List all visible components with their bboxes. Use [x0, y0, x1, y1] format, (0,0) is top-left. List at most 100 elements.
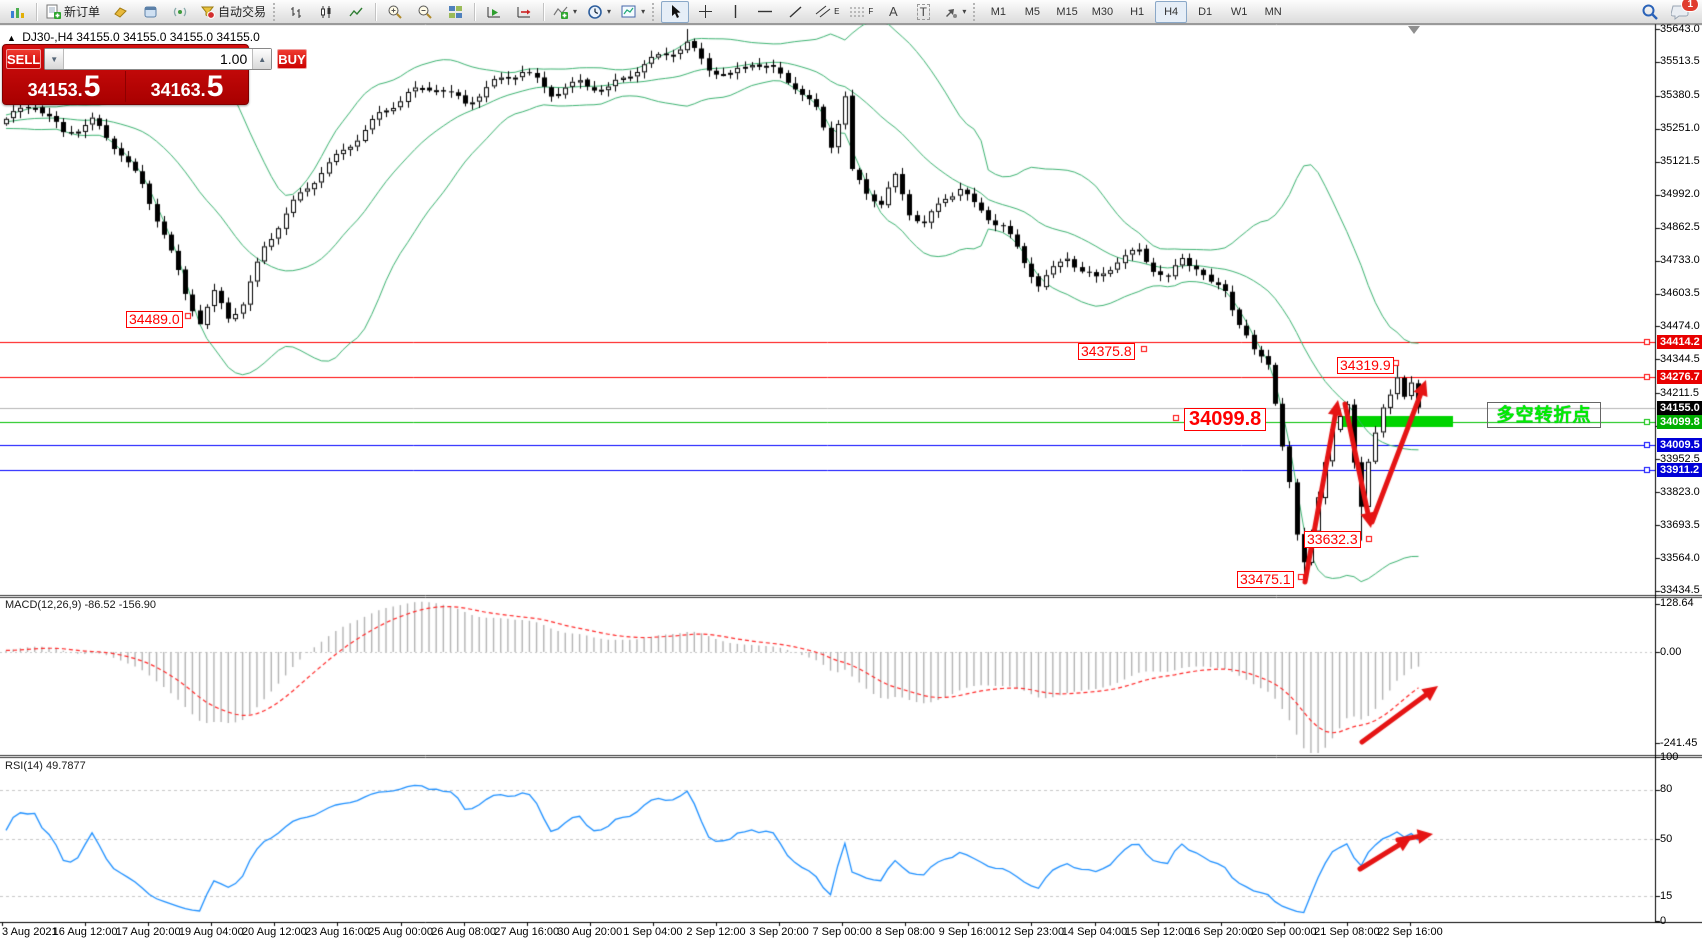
sell-button[interactable]: SELL: [6, 49, 42, 69]
volume-decrease-button[interactable]: ▼: [45, 49, 65, 69]
time-axis-label: 15 Sep 12:00: [1124, 926, 1191, 938]
macd-label: MACD(12,26,9) -86.52 -156.90: [5, 599, 157, 611]
price-axis-badge: 34276.7: [1657, 369, 1702, 384]
time-axis-label: 2 Sep 12:00: [686, 926, 746, 938]
line-chart-icon[interactable]: [342, 1, 370, 23]
time-axis-label: 27 Aug 16:00: [494, 926, 560, 938]
price-axis-tick: 35251.0: [1660, 122, 1700, 135]
time-axis-label: 12 Sep 23:00: [998, 926, 1065, 938]
price-annotation[interactable]: 33632.3: [1304, 531, 1361, 548]
periods-clock-icon[interactable]: ▾: [583, 1, 615, 23]
symbol-info-line: ▲ DJ30-,H4 34155.0 34155.0 34155.0 34155…: [7, 30, 260, 44]
price-axis-tick: 34862.5: [1660, 221, 1700, 234]
chevron-down-icon: ▾: [641, 7, 646, 16]
price-annotation[interactable]: 34375.8: [1078, 343, 1135, 360]
timeframe-button-d1[interactable]: D1: [1198, 5, 1213, 18]
price-annotation[interactable]: 34099.8: [1184, 408, 1267, 431]
timeframe-button-w1[interactable]: W1: [1230, 5, 1248, 18]
price-axis-badge: 34099.8: [1657, 414, 1702, 429]
separator: [543, 2, 545, 21]
symbol-collapse-icon[interactable]: ▲: [7, 33, 16, 43]
buy-button[interactable]: BUY: [277, 49, 307, 69]
candlestick-chart-icon[interactable]: [312, 1, 340, 23]
buy-price-main: 34163: [150, 80, 201, 100]
price-annotation[interactable]: 33475.1: [1237, 571, 1294, 588]
shapes-tool-icon[interactable]: ▾: [939, 1, 970, 23]
price-axis-badge: 34009.5: [1657, 437, 1702, 452]
signals-icon[interactable]: [166, 1, 194, 23]
price-axis-tick: 33564.0: [1660, 551, 1700, 564]
price-axis-tick: 33952.5: [1660, 452, 1700, 465]
timeframe-button-h1[interactable]: H1: [1130, 5, 1145, 18]
time-axis-label: 21 Sep 08:00: [1314, 926, 1380, 938]
volume-increase-button[interactable]: ▲: [252, 49, 272, 69]
price-annotation[interactable]: 34489.0: [126, 311, 183, 328]
zoom-out-icon[interactable]: [411, 1, 439, 23]
trendline-tool-icon[interactable]: [781, 1, 809, 23]
timeframe-button-m1[interactable]: M1: [990, 5, 1006, 18]
price-axis-tick: 33823.0: [1660, 485, 1700, 498]
zoom-in-icon[interactable]: [381, 1, 409, 23]
timeframe-button-m15[interactable]: M15: [1056, 5, 1078, 18]
text-label-tool-icon[interactable]: T: [909, 1, 937, 23]
time-axis-label: 16 Sep 20:00: [1187, 926, 1254, 938]
notifications-chat-icon[interactable]: 1: [1666, 0, 1699, 23]
bar-chart-icon[interactable]: [282, 1, 310, 23]
templates-icon[interactable]: ▾: [617, 1, 649, 23]
rsi-label: RSI(14) 49.7877: [5, 760, 86, 772]
data-window-icon[interactable]: [136, 1, 164, 23]
timeframe-button-m30[interactable]: M30: [1091, 5, 1114, 18]
timeframe-button-h4[interactable]: H4: [1155, 0, 1188, 23]
search-icon[interactable]: [1636, 1, 1664, 23]
volume-input[interactable]: [64, 49, 253, 69]
autotrading-button[interactable]: 自动交易: [196, 1, 270, 23]
price-axis-tick: 34603.5: [1660, 287, 1700, 300]
auto-scroll-icon[interactable]: [480, 1, 508, 23]
crosshair-tool-icon[interactable]: [691, 1, 719, 23]
chart-shift-icon[interactable]: [510, 1, 538, 23]
volume-stepper: ▼ ▲: [44, 48, 273, 70]
timeframe-button-m5[interactable]: M5: [1024, 5, 1040, 18]
text-tool-label: A: [888, 4, 898, 19]
fibonacci-tool-icon[interactable]: F: [845, 1, 877, 23]
indicators-icon[interactable]: ▾: [549, 1, 581, 23]
time-axis-label: 17 Aug 20:00: [115, 926, 181, 938]
time-axis-label: 9 Sep 16:00: [938, 926, 999, 938]
fibonacci-tool-label: F: [868, 7, 874, 16]
timeframe-button-mn[interactable]: MN: [1264, 5, 1282, 18]
time-axis-label: 3 Sep 20:00: [749, 926, 809, 938]
chevron-down-icon: ▾: [573, 7, 578, 16]
channel-tool-icon[interactable]: E: [811, 1, 843, 23]
time-axis-label: 26 Aug 08:00: [431, 926, 497, 938]
time-axis-label: 7 Sep 00:00: [812, 926, 872, 938]
label-tool-label: T: [916, 3, 930, 20]
horizontal-line-tool-icon[interactable]: [751, 1, 779, 23]
text-tool-icon[interactable]: A: [879, 1, 907, 23]
separator: [375, 2, 377, 21]
charts-icon[interactable]: [3, 1, 31, 23]
tile-windows-icon[interactable]: [441, 1, 469, 23]
price-axis-tick: 34474.0: [1660, 319, 1700, 332]
macd-axis-tick: 128.64: [1660, 597, 1694, 609]
buy-price[interactable]: 34163 . 5: [150, 70, 224, 103]
autotrading-icon: [200, 4, 215, 19]
buy-price-big-digit: 5: [206, 70, 224, 103]
market-depth-icon[interactable]: [106, 1, 134, 23]
macd-axis-tick: -241.45: [1660, 736, 1698, 749]
autotrading-label: 自动交易: [218, 5, 267, 19]
chevron-down-icon: ▾: [962, 7, 967, 16]
cursor-tool-icon[interactable]: [661, 0, 690, 23]
sell-price[interactable]: 34153 . 5: [3, 71, 126, 102]
new-order-button[interactable]: 新订单: [42, 1, 104, 23]
price-annotation[interactable]: 34319.9: [1337, 357, 1394, 374]
price-axis-tick: 34733.0: [1660, 254, 1700, 267]
chart-shift-marker[interactable]: [1408, 26, 1420, 34]
turning-point-label[interactable]: 多空转折点: [1487, 402, 1601, 428]
time-axis-label: 25 Aug 00:00: [368, 926, 433, 938]
symbol-timeframe: DJ30-,H4: [22, 30, 73, 44]
macd-axis-tick: 0.00: [1660, 645, 1682, 658]
vertical-line-tool-icon[interactable]: [721, 1, 749, 23]
rsi-axis-tick: 80: [1660, 783, 1673, 796]
